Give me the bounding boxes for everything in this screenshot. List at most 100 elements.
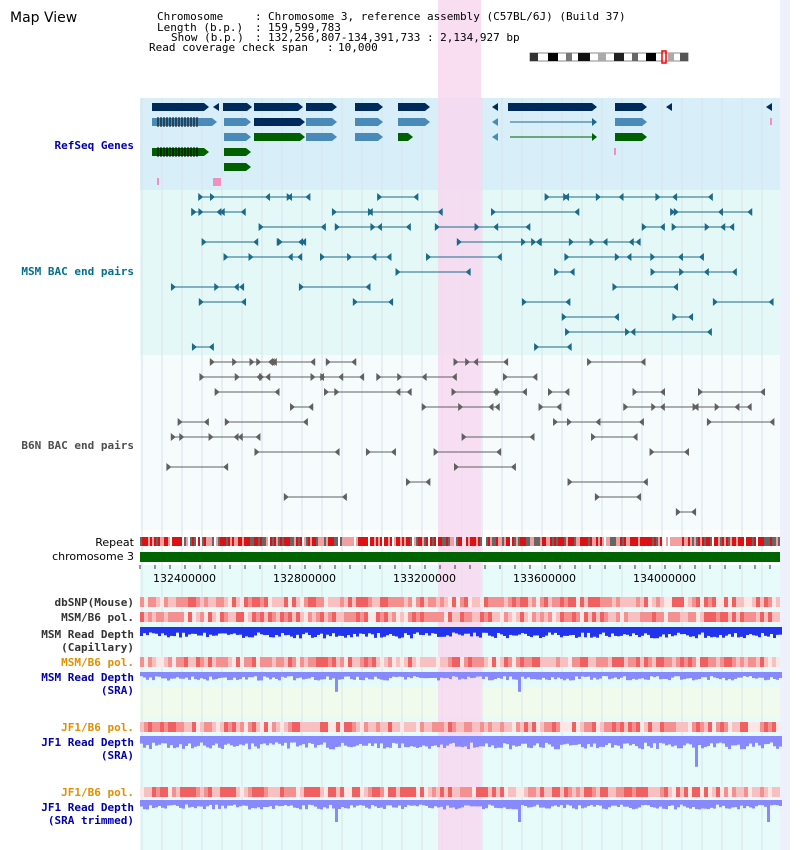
depth-bar	[428, 672, 431, 679]
depth-bar	[455, 672, 458, 677]
depth-bar	[656, 672, 659, 677]
depth-bar	[164, 672, 167, 679]
polymorphism-cell	[248, 657, 252, 667]
polymorphism-cell	[140, 657, 144, 667]
polymorphism-cell	[340, 657, 344, 667]
polymorphism-cell	[744, 612, 748, 622]
depth-bar	[533, 627, 536, 636]
polymorphism-cell	[588, 787, 592, 797]
track-label-jf1-read-depth-sra[interactable]: JF1 Read Depth	[41, 736, 134, 749]
depth-bar	[239, 736, 242, 745]
depth-bar	[392, 800, 395, 808]
polymorphism-cell	[228, 657, 232, 667]
track-label-jf1-b6-pol-2[interactable]: JF1/B6 pol.	[61, 786, 134, 799]
depth-bar	[353, 800, 356, 808]
depth-bar	[515, 627, 518, 636]
depth-bar	[146, 627, 149, 636]
depth-bar	[299, 800, 302, 810]
track-label-refseq-genes[interactable]: RefSeq Genes	[54, 139, 134, 152]
depth-bar	[473, 627, 476, 633]
gene-strand-arrow	[408, 133, 413, 141]
track-label-repeat[interactable]: Repeat	[95, 536, 134, 549]
depth-bar	[656, 627, 659, 639]
depth-bar	[266, 736, 269, 746]
track-label-msm-b6-pol-sra[interactable]: MSM/B6 pol.	[61, 656, 134, 669]
depth-bar	[485, 800, 488, 809]
depth-bar	[212, 736, 215, 746]
polymorphism-cell	[304, 787, 308, 797]
polymorphism-cell	[548, 597, 552, 607]
track-label-msm-bac-end-pairs[interactable]: MSM BAC end pairs	[21, 265, 134, 278]
polymorphism-cell	[776, 722, 780, 732]
track-label-msm-read-depth-capillary[interactable]: MSM Read Depth	[41, 628, 134, 641]
depth-bar	[161, 672, 164, 679]
depth-bar	[740, 672, 743, 678]
depth-bar	[395, 672, 398, 678]
depth-bar	[506, 627, 509, 639]
depth-bar	[365, 627, 368, 637]
depth-bar	[749, 800, 752, 808]
polymorphism-cell	[744, 722, 748, 732]
polymorphism-cell	[444, 722, 448, 732]
track-label-b6n-bac-end-pairs[interactable]: B6N BAC end pairs	[21, 439, 134, 452]
polymorphism-cell	[276, 612, 280, 622]
depth-bar	[674, 672, 677, 677]
depth-bar	[656, 800, 659, 809]
polymorphism-cell	[676, 657, 680, 667]
track-label-dbsnp[interactable]: dbSNP(Mouse)	[54, 596, 134, 609]
repeat-block	[682, 537, 684, 546]
bac-end-right	[632, 433, 638, 441]
track-label-jf1-b6-pol[interactable]: JF1/B6 pol.	[61, 721, 134, 734]
track-label-chromosome[interactable]: chromosome 3	[52, 550, 134, 563]
bac-end-right	[595, 418, 601, 426]
depth-bar	[686, 627, 689, 636]
track-label-msm-b6-pol[interactable]: MSM/B6 pol.	[61, 611, 134, 624]
depth-bar	[764, 800, 767, 807]
polymorphism-cell	[268, 722, 272, 732]
bac-end-left	[191, 343, 197, 351]
track-label-msm-read-depth-sra[interactable]: MSM Read Depth	[41, 671, 134, 684]
polymorphism-cell	[324, 787, 328, 797]
polymorphism-cell	[336, 597, 340, 607]
depth-bar	[332, 800, 335, 809]
polymorphism-cell	[456, 787, 460, 797]
depth-bar	[653, 672, 656, 678]
polymorphism-cell	[336, 657, 340, 667]
polymorphism-cell	[380, 787, 384, 797]
depth-bar	[704, 800, 707, 809]
repeat-block	[458, 537, 460, 546]
polymorphism-cell	[376, 597, 380, 607]
depth-bar	[650, 672, 653, 677]
polymorphism-cell	[384, 657, 388, 667]
depth-bar	[413, 736, 416, 747]
polymorphism-cell	[744, 597, 748, 607]
depth-bar	[311, 800, 314, 806]
depth-bar	[152, 627, 155, 634]
repeat-block	[526, 537, 528, 546]
polymorphism-cell	[320, 787, 324, 797]
depth-bar	[716, 627, 719, 638]
polymorphism-cell	[312, 787, 316, 797]
repeat-block	[572, 537, 574, 546]
depth-bar	[272, 627, 275, 638]
depth-bar	[437, 672, 440, 681]
polymorphism-cell	[160, 612, 164, 622]
track-label-jf1-read-depth-trimmed[interactable]: JF1 Read Depth	[41, 801, 134, 814]
polymorphism-cell	[644, 597, 648, 607]
depth-bar	[545, 672, 548, 680]
depth-bar	[164, 627, 167, 636]
repeat-block	[210, 537, 212, 546]
depth-bar	[557, 736, 560, 750]
depth-bar	[563, 627, 566, 636]
depth-bar	[374, 627, 377, 638]
depth-bar	[773, 627, 776, 638]
repeat-block	[540, 537, 542, 546]
bac-end-left	[595, 193, 601, 201]
depth-bar	[635, 627, 638, 636]
polymorphism-cell	[356, 657, 360, 667]
polymorphism-cell	[452, 612, 456, 622]
depth-bar	[587, 736, 590, 745]
bac-end-right	[569, 268, 575, 276]
depth-bar	[146, 800, 149, 810]
polymorphism-cell	[752, 657, 756, 667]
